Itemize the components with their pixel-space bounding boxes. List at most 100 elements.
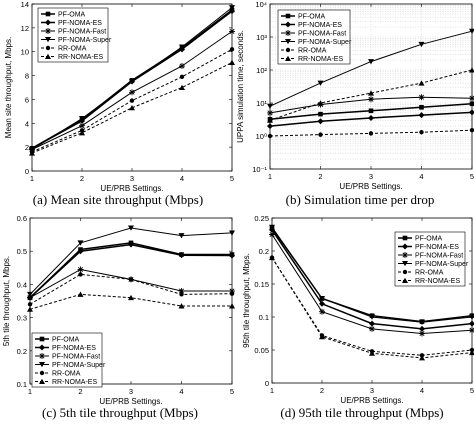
data-point xyxy=(469,101,474,107)
x-tick-label: 2 xyxy=(80,174,84,183)
y-axis-label: 5th tile throughput, Mbps. xyxy=(2,256,11,346)
data-point xyxy=(27,294,33,301)
data-point xyxy=(419,319,425,326)
legend-swatch-marker xyxy=(39,344,45,351)
x-axis-label: UE/PRB Settings. xyxy=(339,182,402,191)
figure-caption: (d) 95th tile throughput (Mbps) xyxy=(280,405,443,420)
y-tick-label: 0 xyxy=(265,379,269,388)
data-point xyxy=(368,108,374,114)
data-point xyxy=(419,105,424,110)
legend-swatch-marker xyxy=(45,28,51,34)
x-tick-label: 2 xyxy=(318,172,322,181)
chart-panel-3: 1 2 3 4 5 0.1 0.2 0.3 0.4 0.5 0.6 UE/PRB Settings. 5… xyxy=(2,214,235,420)
data-point xyxy=(77,240,84,246)
data-point xyxy=(79,116,85,122)
legend-entry: RR-NOMA-ES xyxy=(52,379,97,386)
x-tick-label: 1 xyxy=(268,172,272,181)
y-tick-label: 2 xyxy=(25,143,29,152)
data-point xyxy=(77,291,84,297)
y-tick-label: 8 xyxy=(25,72,29,81)
data-point xyxy=(129,98,135,103)
data-point xyxy=(318,132,323,137)
data-point xyxy=(419,130,424,135)
y-tick-label: 0.3 xyxy=(17,314,27,323)
data-point xyxy=(229,291,235,296)
chart-panel-4: 1 2 3 4 5 0 0.05 0.1 0.15 0.2 0.25 UE/PRB Settings.… xyxy=(242,214,474,420)
data-point xyxy=(27,291,33,298)
series-line xyxy=(31,62,233,154)
legend-entry: RR-NOMA-ES xyxy=(58,54,103,61)
data-point xyxy=(368,131,374,136)
series-line xyxy=(29,243,233,299)
legend-entry: PF-NOMA-Super xyxy=(415,261,469,268)
series-rr-oma xyxy=(29,47,235,155)
legend-entry: PF-NOMA-Fast xyxy=(298,31,346,38)
data-point xyxy=(418,80,425,86)
data-point xyxy=(469,349,474,356)
series-rr-noma-es xyxy=(267,67,474,123)
y-tick-label: 0.4 xyxy=(17,280,27,289)
data-point xyxy=(319,300,325,307)
data-point xyxy=(79,130,85,136)
data-point xyxy=(419,325,425,332)
data-point xyxy=(129,79,135,85)
y-tick-label: 0.25 xyxy=(254,214,269,223)
data-point xyxy=(318,111,323,117)
legend-entry: RR-OMA xyxy=(415,270,444,277)
data-point xyxy=(229,8,235,15)
data-point xyxy=(229,303,235,309)
series-pf-noma-super xyxy=(267,28,474,109)
data-point xyxy=(317,100,324,106)
legend-entry: RR-OMA xyxy=(58,46,87,53)
legend-swatch-marker xyxy=(402,261,408,267)
x-tick-label: 5 xyxy=(230,387,234,396)
legend-swatch-marker xyxy=(285,47,291,53)
series-line xyxy=(29,227,233,295)
data-point xyxy=(79,122,85,129)
legend-swatch-marker xyxy=(285,13,291,19)
x-tick-label: 3 xyxy=(369,172,373,181)
x-tick-label: 4 xyxy=(179,387,183,396)
data-point xyxy=(469,109,474,116)
x-tick-label: 3 xyxy=(370,386,374,395)
data-point xyxy=(469,28,474,34)
x-axis-label: UE/PRB Settings. xyxy=(99,397,162,406)
data-point xyxy=(179,63,185,70)
series-pf-noma-fast xyxy=(269,231,474,337)
legend-entry: PF-NOMA-Fast xyxy=(52,354,100,361)
data-point xyxy=(178,288,185,295)
y-tick-label: 6 xyxy=(25,95,29,104)
data-point xyxy=(229,47,235,52)
legend-entry: PF-OMA xyxy=(58,12,86,19)
data-point xyxy=(229,252,235,259)
legend-entry: PF-NOMA-Super xyxy=(52,362,106,369)
x-axis-label: UE/PRB Settings. xyxy=(100,184,163,193)
data-point xyxy=(29,150,35,156)
data-point xyxy=(77,248,84,255)
legend-swatch-marker xyxy=(285,39,291,45)
x-tick-label: 2 xyxy=(78,387,82,396)
legend-entry: PF-NOMA-ES xyxy=(52,345,96,352)
x-tick-label: 5 xyxy=(470,172,474,181)
data-point xyxy=(267,117,273,123)
data-point xyxy=(368,115,374,122)
x-tick-label: 5 xyxy=(230,174,234,183)
data-point xyxy=(78,272,83,277)
legend-swatch-marker xyxy=(39,378,45,384)
legend-entry: PF-NOMA-Fast xyxy=(58,29,106,36)
legend-swatch-marker xyxy=(39,336,45,342)
data-point xyxy=(317,118,324,125)
x-tick-label: 3 xyxy=(130,174,134,183)
legend-entry: RR-OMA xyxy=(52,371,81,378)
y-tick-label: 14 xyxy=(21,0,29,9)
data-point xyxy=(368,96,374,103)
x-axis-label: UE/PRB Settings. xyxy=(340,396,403,405)
data-point xyxy=(178,233,185,239)
legend-entry: PF-NOMA-Fast xyxy=(415,253,463,260)
data-point xyxy=(267,123,273,130)
legend-swatch-marker xyxy=(45,53,51,59)
y-axis-label: Mean site throughput, Mbps. xyxy=(4,37,13,138)
data-point xyxy=(179,292,184,297)
x-tick-label: 3 xyxy=(129,387,133,396)
